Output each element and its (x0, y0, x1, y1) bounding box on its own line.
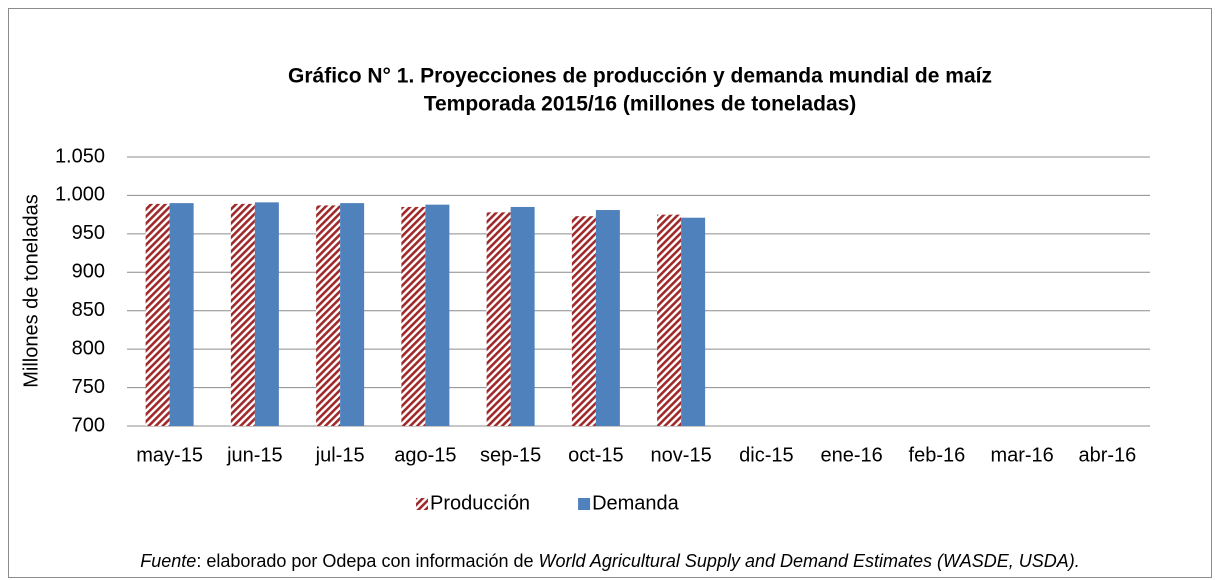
bar (340, 203, 365, 426)
x-tick-label: may-15 (136, 444, 203, 466)
x-tick-label: abr-16 (1078, 444, 1136, 466)
legend-swatch (578, 498, 591, 510)
y-tick-label: 1.050 (55, 145, 105, 167)
y-tick-label: 800 (72, 337, 105, 359)
bar (486, 212, 511, 426)
x-tick-label: nov-15 (651, 444, 712, 466)
bar (169, 203, 194, 426)
legend-label: Demanda (592, 492, 680, 514)
x-tick-label: mar-16 (990, 444, 1053, 466)
source-part: : elaborado por Odepa con información de (196, 551, 538, 571)
source-note: Fuente: elaborado por Odepa con informac… (140, 551, 1079, 571)
x-tick-label: ago-15 (394, 444, 456, 466)
x-tick-label: ene-16 (820, 444, 882, 466)
bar (254, 202, 279, 426)
bar (316, 205, 341, 426)
bar (681, 217, 706, 426)
legend-swatch (416, 498, 428, 510)
y-tick-label: 950 (72, 222, 105, 244)
bar (401, 206, 426, 426)
legend-label: Producción (430, 492, 530, 514)
source-part: World Agricultural Supply and Demand Est… (539, 551, 1080, 571)
chart-subtitle: Temporada 2015/16 (millones de toneladas… (424, 93, 857, 116)
bar (571, 216, 596, 426)
y-tick-label: 1.000 (55, 184, 105, 206)
x-tick-label: oct-15 (568, 444, 624, 466)
source-part: Fuente (140, 551, 196, 571)
bar (145, 203, 170, 426)
y-tick-label: 700 (72, 414, 105, 436)
bar (230, 203, 255, 426)
y-tick-label: 900 (72, 261, 105, 283)
x-tick-label: dic-15 (739, 444, 793, 466)
chart-border (8, 8, 1212, 578)
bar (657, 214, 682, 426)
bar (595, 210, 620, 426)
chart-title: Gráfico N° 1. Proyecciones de producción… (288, 65, 992, 88)
y-tick-label: 850 (72, 299, 105, 321)
bar (425, 204, 450, 426)
x-tick-label: jul-15 (315, 444, 365, 466)
x-tick-label: sep-15 (480, 444, 541, 466)
y-axis-label: Millones de toneladas (20, 194, 42, 387)
x-tick-label: jun-15 (226, 444, 283, 466)
y-tick-label: 750 (72, 376, 105, 398)
x-tick-label: feb-16 (909, 444, 966, 466)
bar (510, 206, 535, 426)
